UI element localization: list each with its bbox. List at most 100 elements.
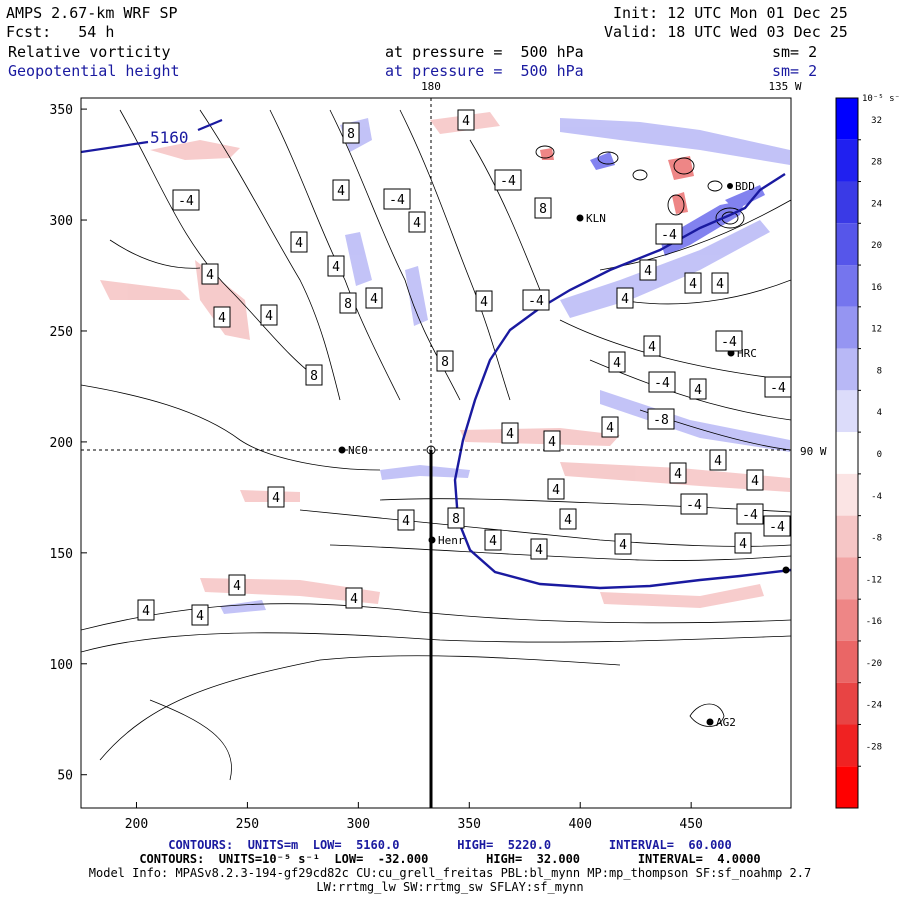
vorticity-blob: [725, 185, 765, 210]
contour-label-box: [383, 188, 411, 210]
contour-label-box: [709, 449, 727, 471]
station-label: NCO: [348, 444, 368, 457]
contour-label: 4: [206, 268, 214, 283]
contour-label-box: [172, 189, 200, 211]
contour-label-box: [746, 469, 764, 491]
contour-label-box: [734, 532, 752, 554]
vorticity-blob: [672, 192, 688, 214]
contour-label-box: [547, 478, 565, 500]
colorbar-label: -24: [866, 701, 882, 711]
colorbar-label: 24: [871, 199, 882, 209]
contour-ring: [597, 151, 619, 165]
contour-ring: [632, 169, 648, 181]
colorbar-label: -28: [866, 742, 882, 752]
vorticity-blob: [150, 140, 240, 160]
vorticity-blob: [560, 220, 770, 318]
colorbar-swatch: [836, 766, 858, 808]
contour-label: 4: [295, 236, 303, 251]
contour-line: [689, 703, 725, 727]
contour-line: [269, 109, 401, 401]
contour-label-box: [522, 289, 550, 311]
contour-label: 4: [462, 114, 470, 129]
contour-label-box: [484, 529, 502, 551]
meridian-label-180: 180: [421, 80, 441, 93]
contour-label-box: [191, 604, 209, 626]
contour-label: 8: [347, 127, 355, 142]
station-label: KLN: [586, 212, 606, 225]
contour-label-box: [639, 259, 657, 281]
contour-label: -4: [721, 335, 737, 350]
vorticity-blob: [600, 584, 764, 608]
x-tick-label: 400: [568, 817, 591, 832]
contour-label-box: [764, 376, 792, 398]
vorticity-blob: [668, 156, 694, 180]
contour-label: 4: [233, 579, 241, 594]
colorbar-label: 8: [877, 366, 882, 376]
contour-label-box: [763, 515, 791, 537]
contour-label-box: [543, 430, 561, 452]
colorbar-swatch: [836, 473, 858, 516]
station-dot: [706, 718, 714, 726]
colorbar-label: -4: [871, 492, 882, 502]
colorbar-label: 12: [871, 325, 882, 335]
contour-label: 4: [739, 537, 747, 552]
y-tick-label: 200: [50, 436, 73, 451]
contour-label: -8: [653, 413, 669, 428]
vorticity-blob: [590, 152, 615, 170]
contour-label: 4: [142, 604, 150, 619]
contour-label-box: [290, 231, 308, 253]
contour-label: 4: [218, 311, 226, 326]
height-contour-5160: [81, 140, 149, 154]
colorbar-unit: 10⁻⁵ s⁻¹: [862, 94, 900, 104]
meridian-label-135w: 135 W: [768, 80, 801, 93]
contour-label-box: [559, 508, 577, 530]
contour-line: [399, 109, 511, 401]
contour-label-box: [365, 287, 383, 309]
colorbar-frame: [835, 97, 859, 809]
contour-label-box: [260, 304, 278, 326]
x-axis: 200 250 300 350 400 450: [125, 802, 703, 832]
map-border: [80, 97, 792, 809]
contour-line: [109, 239, 201, 269]
contour-label-box: [647, 408, 675, 430]
colorbar-swatch: [836, 640, 858, 683]
contour-line: [81, 384, 381, 471]
contour-ring: [673, 157, 695, 175]
contour-label-box: [501, 422, 519, 444]
contour-label: 4: [196, 609, 204, 624]
contour-label-box: [213, 306, 231, 328]
colorbar-label: 4: [877, 408, 882, 418]
contour-label: -4: [742, 508, 758, 523]
contour-label: 4: [265, 309, 273, 324]
vorticity-blob: [560, 118, 790, 165]
station-label: Henr: [438, 534, 465, 547]
height-contour-label: 5160: [150, 128, 189, 147]
colorbar-label: -12: [866, 575, 882, 585]
y-tick-label: 50: [57, 769, 73, 784]
contour-label: 4: [613, 356, 621, 371]
x-tick-label: 200: [125, 817, 148, 832]
x-tick-label: 450: [679, 817, 702, 832]
contour-label-box: [655, 223, 683, 245]
colorbar-swatch: [836, 223, 858, 266]
init-time: Init: 12 UTC Mon 01 Dec 25: [613, 4, 848, 22]
contour-label-box: [608, 351, 626, 373]
contour-label: 4: [644, 264, 652, 279]
contour-label-box: [475, 290, 493, 312]
colorbar-label: -20: [866, 659, 882, 669]
vorticity-blob: [405, 266, 428, 326]
contour-line: [469, 139, 541, 291]
contour-label: 8: [539, 202, 547, 217]
contour-label-box: [614, 533, 632, 555]
contour-label: 4: [619, 538, 627, 553]
station-dot: [338, 446, 346, 454]
station-dot: [782, 566, 790, 574]
contour-label-box: [648, 371, 676, 393]
contour-label-box: [345, 587, 363, 609]
contour-label: 4: [564, 513, 572, 528]
colorbar-swatch: [836, 265, 858, 307]
contour-label-box: [534, 197, 552, 219]
station-dot: [576, 214, 584, 222]
south-pole-marker: [426, 445, 436, 455]
